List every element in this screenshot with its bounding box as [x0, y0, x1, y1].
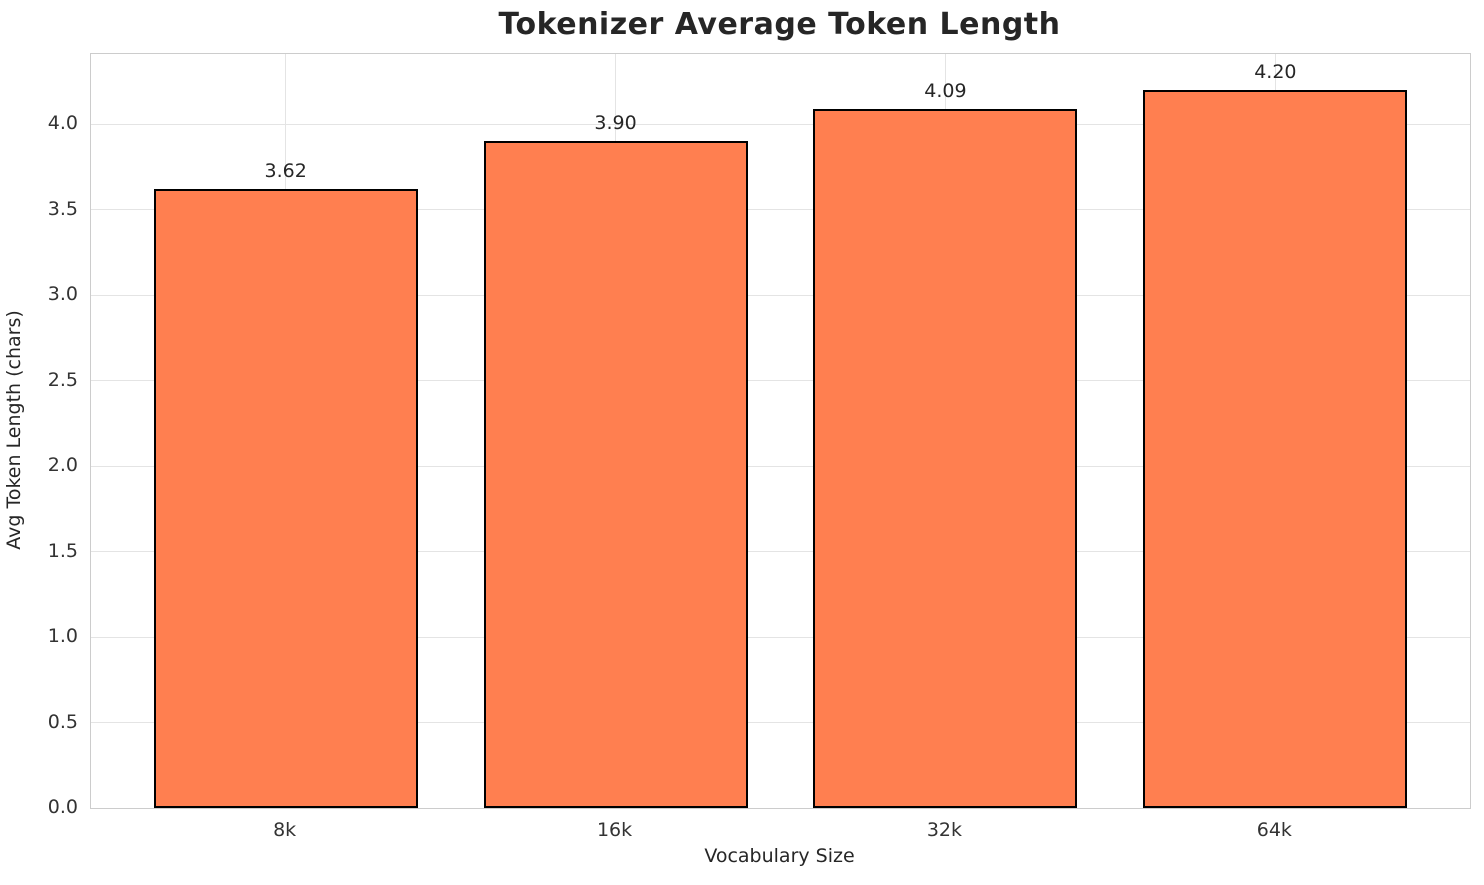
gridline-horizontal	[91, 636, 1470, 638]
gridline-horizontal	[91, 294, 1470, 296]
y-tick-label: 3.0	[47, 283, 78, 306]
y-tick-label: 2.0	[47, 454, 78, 477]
x-tick-label: 64k	[1256, 819, 1292, 841]
bar-64k	[1143, 89, 1408, 808]
x-axis-label: Vocabulary Size	[704, 845, 855, 867]
y-tick-label: 0.0	[47, 796, 78, 818]
y-tick-label: 2.5	[47, 368, 78, 391]
gridline-horizontal	[91, 123, 1470, 125]
x-tick-label: 32k	[926, 819, 963, 841]
x-tick-label: 16k	[596, 819, 633, 841]
y-tick-label: 3.5	[47, 197, 78, 220]
y-axis-label: Avg Token Length (chars)	[3, 310, 25, 550]
bar-value-label: 4.09	[924, 79, 967, 102]
y-tick-label: 0.5	[47, 710, 78, 733]
bar-16k	[483, 141, 748, 808]
y-tick-label: 4.0	[47, 112, 78, 135]
bar-32k	[813, 108, 1078, 808]
plot-area: 3.62 3.90 4.09 4.20	[90, 53, 1471, 809]
bar-value-label: 4.20	[1254, 60, 1297, 83]
y-tick-label: 1.0	[47, 625, 78, 648]
gridline-horizontal	[91, 465, 1470, 467]
chart-title: Tokenizer Average Token Length	[498, 7, 1061, 42]
gridline-horizontal	[91, 551, 1470, 553]
gridline-horizontal	[91, 722, 1470, 723]
y-tick-label: 1.5	[47, 539, 78, 562]
x-tick-label: 8k	[273, 819, 297, 841]
bar-value-label: 3.90	[594, 112, 637, 135]
bar-8k	[153, 189, 418, 808]
gridline-horizontal	[91, 380, 1470, 382]
gridline-horizontal	[91, 209, 1470, 211]
bar-value-label: 3.62	[264, 160, 307, 183]
